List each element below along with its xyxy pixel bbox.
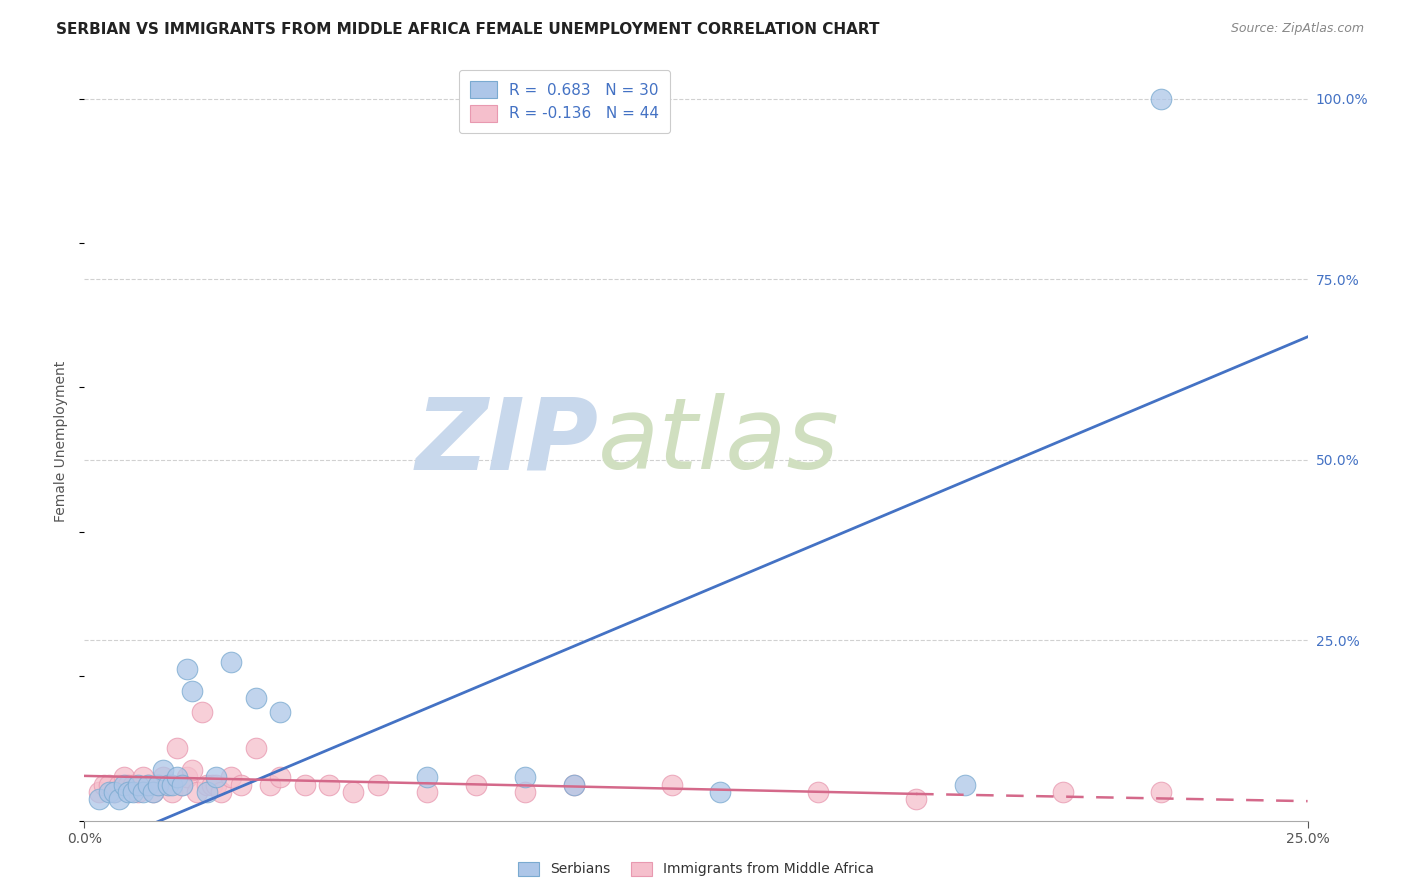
Point — [562, 778, 585, 792]
Point — [103, 785, 125, 799]
Point — [152, 770, 174, 784]
Point — [219, 655, 242, 669]
Point — [127, 785, 149, 799]
Point — [112, 778, 135, 792]
Point — [205, 778, 228, 792]
Point — [107, 792, 129, 806]
Point — [112, 770, 135, 784]
Point — [709, 785, 731, 799]
Point — [245, 741, 267, 756]
Point — [195, 778, 218, 792]
Point — [205, 770, 228, 784]
Point — [132, 785, 155, 799]
Point — [142, 785, 165, 799]
Point — [132, 770, 155, 784]
Point — [200, 778, 222, 792]
Point — [127, 778, 149, 792]
Point — [367, 778, 389, 792]
Point — [229, 778, 252, 792]
Point — [807, 785, 830, 799]
Point — [156, 778, 179, 792]
Point — [172, 778, 194, 792]
Point — [156, 778, 179, 792]
Point — [166, 770, 188, 784]
Point — [142, 785, 165, 799]
Point — [269, 770, 291, 784]
Point — [342, 785, 364, 799]
Point — [122, 785, 145, 799]
Point — [416, 770, 439, 784]
Point — [416, 785, 439, 799]
Point — [172, 778, 194, 792]
Text: SERBIAN VS IMMIGRANTS FROM MIDDLE AFRICA FEMALE UNEMPLOYMENT CORRELATION CHART: SERBIAN VS IMMIGRANTS FROM MIDDLE AFRICA… — [56, 22, 880, 37]
Point — [93, 778, 115, 792]
Point — [122, 778, 145, 792]
Point — [513, 770, 536, 784]
Point — [513, 785, 536, 799]
Point — [87, 792, 110, 806]
Point — [176, 770, 198, 784]
Point — [661, 778, 683, 792]
Text: Source: ZipAtlas.com: Source: ZipAtlas.com — [1230, 22, 1364, 36]
Point — [162, 785, 184, 799]
Point — [1052, 785, 1074, 799]
Point — [103, 785, 125, 799]
Y-axis label: Female Unemployment: Female Unemployment — [55, 361, 69, 522]
Point — [117, 785, 139, 799]
Point — [136, 778, 159, 792]
Point — [953, 778, 976, 792]
Point — [905, 792, 928, 806]
Point — [97, 778, 120, 792]
Point — [97, 785, 120, 799]
Point — [176, 662, 198, 676]
Point — [186, 785, 208, 799]
Point — [117, 778, 139, 792]
Point — [181, 683, 204, 698]
Point — [269, 706, 291, 720]
Point — [162, 778, 184, 792]
Point — [318, 778, 340, 792]
Point — [464, 778, 486, 792]
Point — [87, 785, 110, 799]
Point — [562, 778, 585, 792]
Point — [146, 778, 169, 792]
Point — [219, 770, 242, 784]
Text: atlas: atlas — [598, 393, 839, 490]
Point — [1150, 785, 1173, 799]
Point — [146, 778, 169, 792]
Point — [294, 778, 316, 792]
Point — [152, 763, 174, 777]
Point — [1150, 91, 1173, 105]
Point — [136, 778, 159, 792]
Point — [166, 741, 188, 756]
Point — [245, 690, 267, 705]
Point — [209, 785, 232, 799]
Text: ZIP: ZIP — [415, 393, 598, 490]
Legend: Serbians, Immigrants from Middle Africa: Serbians, Immigrants from Middle Africa — [512, 856, 880, 882]
Point — [259, 778, 281, 792]
Point — [181, 763, 204, 777]
Point — [107, 778, 129, 792]
Point — [195, 785, 218, 799]
Point — [191, 706, 214, 720]
